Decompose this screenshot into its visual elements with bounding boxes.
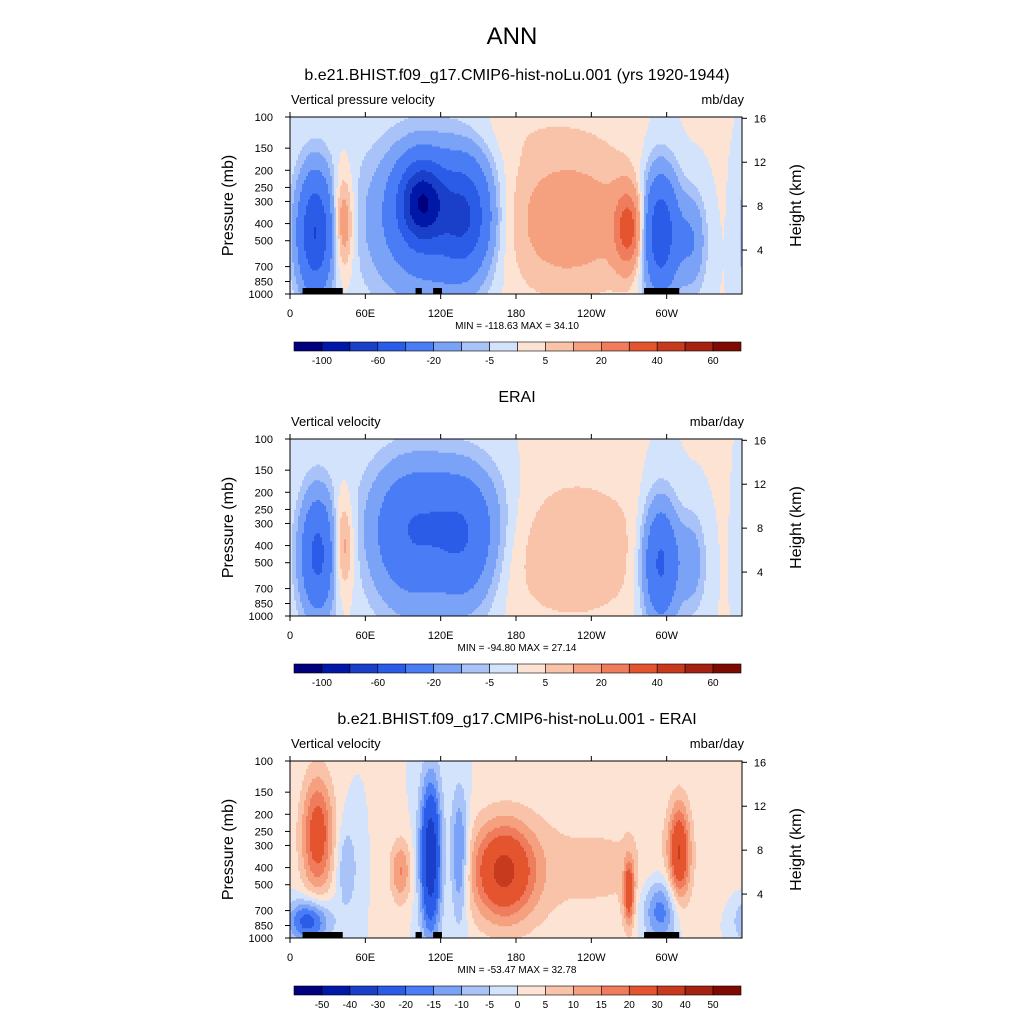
panel-right-label: mb/day bbox=[701, 92, 744, 107]
heatmap-field bbox=[290, 117, 742, 294]
panel-1: b.e21.BHIST.f09_g17.CMIP6-hist-noLu.001 … bbox=[220, 67, 805, 367]
figure-main-title: ANN bbox=[487, 23, 538, 50]
panel-title: b.e21.BHIST.f09_g17.CMIP6-hist-noLu.001 … bbox=[304, 67, 729, 84]
panel-left-label: Vertical pressure velocity bbox=[291, 92, 435, 107]
